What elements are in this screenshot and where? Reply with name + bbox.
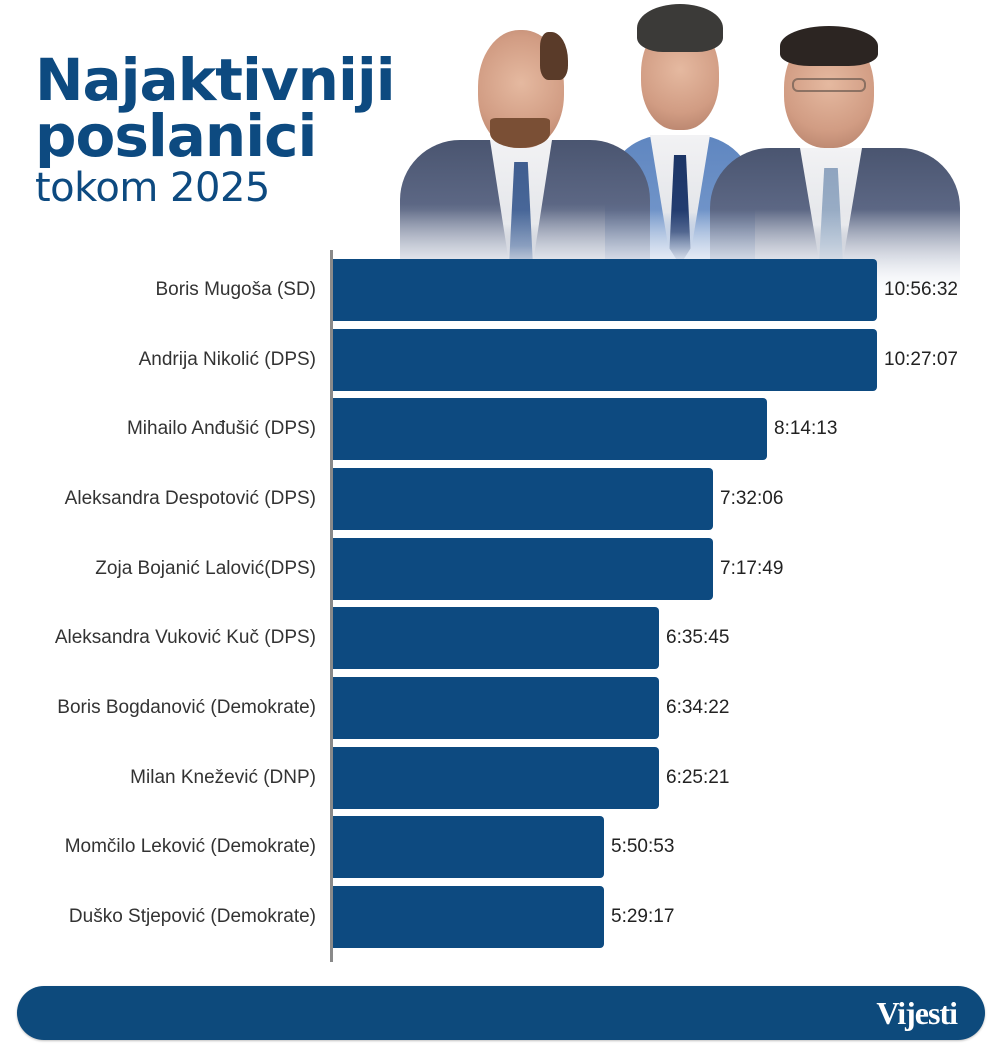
row-label: Aleksandra Vuković Kuč (DPS) xyxy=(54,627,316,648)
chart-row: Mihailo Anđušić (DPS) 8:14:13 xyxy=(0,398,1000,460)
chart-title: Najaktivniji poslanici tokom 2025 xyxy=(35,46,396,212)
bar xyxy=(333,607,659,669)
glasses-icon xyxy=(792,78,866,92)
chart-row: Zoja Bojanić Lalović(DPS) 7:17:49 xyxy=(0,538,1000,600)
chart-row: Aleksandra Vuković Kuč (DPS) 6:35:45 xyxy=(0,607,1000,669)
row-label: Duško Stjepović (Demokrate) xyxy=(68,906,316,927)
bar xyxy=(333,886,604,948)
bar-value: 6:34:22 xyxy=(666,697,730,718)
bar-chart: Boris Mugoša (SD) 10:56:32 Andrija Nikol… xyxy=(0,250,1000,962)
vijesti-logo: Vijesti xyxy=(876,994,958,1031)
bar xyxy=(333,677,659,739)
bar xyxy=(333,259,877,321)
bar xyxy=(333,329,877,391)
bar-value: 8:14:13 xyxy=(774,418,838,439)
title-line-1: Najaktivniji xyxy=(35,46,396,114)
bar xyxy=(333,747,659,809)
bar xyxy=(333,398,767,460)
bar xyxy=(333,816,604,878)
row-label: Milan Knežević (DNP) xyxy=(130,767,316,788)
bar-value: 10:56:32 xyxy=(884,279,958,300)
bar xyxy=(333,538,713,600)
bar-value: 6:35:45 xyxy=(666,627,730,648)
chart-row: Boris Mugoša (SD) 10:56:32 xyxy=(0,259,1000,321)
y-axis-line xyxy=(330,250,333,962)
bar-value: 5:29:17 xyxy=(611,906,675,927)
footer-banner: Vijesti xyxy=(17,986,985,1040)
row-label: Andrija Nikolić (DPS) xyxy=(138,349,316,370)
chart-row: Boris Bogdanović (Demokrate) 6:34:22 xyxy=(0,677,1000,739)
title-subtitle: tokom 2025 xyxy=(35,165,270,211)
title-line-2: poslanici xyxy=(35,102,317,170)
row-label: Momčilo Leković (Demokrate) xyxy=(64,836,316,857)
chart-row: Momčilo Leković (Demokrate) 5:50:53 xyxy=(0,816,1000,878)
bar-value: 5:50:53 xyxy=(611,836,675,857)
bar xyxy=(333,468,713,530)
bar-value: 10:27:07 xyxy=(884,349,958,370)
chart-row: Andrija Nikolić (DPS) 10:27:07 xyxy=(0,329,1000,391)
row-label: Boris Mugoša (SD) xyxy=(155,279,317,300)
row-label: Boris Bogdanović (Demokrate) xyxy=(57,697,316,718)
row-label: Mihailo Anđušić (DPS) xyxy=(126,418,316,439)
bar-value: 6:25:21 xyxy=(666,767,730,788)
row-label: Zoja Bojanić Lalović(DPS) xyxy=(95,558,316,579)
bar-value: 7:17:49 xyxy=(720,558,784,579)
chart-row: Duško Stjepović (Demokrate) 5:29:17 xyxy=(0,886,1000,948)
bar-value: 7:32:06 xyxy=(720,488,784,509)
chart-row: Milan Knežević (DNP) 6:25:21 xyxy=(0,747,1000,809)
chart-row: Aleksandra Despotović (DPS) 7:32:06 xyxy=(0,468,1000,530)
row-label: Aleksandra Despotović (DPS) xyxy=(64,488,316,509)
